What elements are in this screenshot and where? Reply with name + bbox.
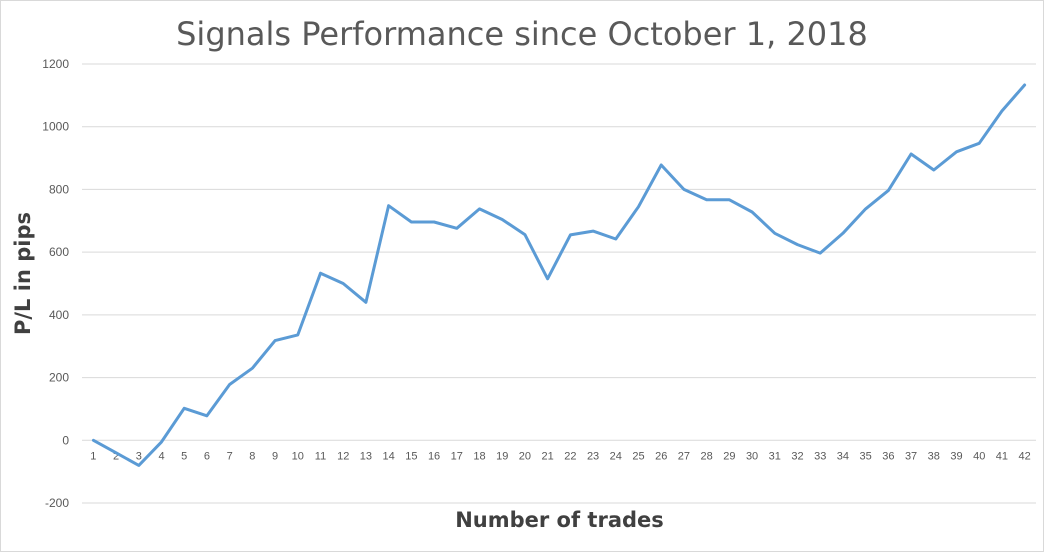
x-tick-label: 16 [428,450,440,462]
x-tick-label: 38 [928,450,940,462]
x-tick-label: 24 [610,450,622,462]
x-tick-label: 35 [860,450,872,462]
x-tick-label: 37 [905,450,917,462]
x-tick-label: 6 [204,450,210,462]
x-tick-label: 39 [950,450,962,462]
x-tick-label: 14 [383,450,395,462]
x-tick-label: 42 [1019,450,1031,462]
x-tick-label: 10 [292,450,304,462]
x-tick-label: 29 [723,450,735,462]
y-tick-label: 1000 [42,120,69,134]
x-tick-label: 15 [405,450,417,462]
x-tick-label: 2 [113,450,119,462]
x-tick-label: 20 [519,450,531,462]
x-tick-label: 11 [315,450,326,462]
x-tick-label: 36 [882,450,894,462]
x-tick-label: 30 [746,450,758,462]
x-tick-label: 21 [542,450,554,462]
x-tick-label: 25 [632,450,644,462]
x-tick-label: 22 [564,450,576,462]
x-tick-label: 34 [837,450,849,462]
y-tick-label: 400 [49,308,69,322]
series-line [91,83,1027,467]
x-tick-label: 26 [655,450,667,462]
x-tick-label: 23 [587,450,599,462]
y-tick-label: 1200 [42,57,69,71]
x-tick-label: 13 [360,450,372,462]
x-tick-label: 8 [249,450,255,462]
y-tick-label: -200 [45,496,69,510]
x-tick-label: 18 [473,450,485,462]
x-tick-label: 31 [769,450,781,462]
x-tick-label: 32 [791,450,803,462]
x-tick-label: 19 [496,450,508,462]
x-tick-label: 12 [337,450,349,462]
x-tick-label: 28 [701,450,713,462]
x-tick-label: 7 [227,450,233,462]
x-tick-label: 4 [158,450,164,462]
x-tick-label: 33 [814,450,826,462]
y-tick-label: 800 [49,182,69,196]
y-tick-label: 600 [49,245,69,259]
x-tick-label: 27 [678,450,690,462]
x-tick-label: 3 [136,450,142,462]
y-tick-label: 200 [49,371,69,385]
chart-title: Signals Performance since October 1, 201… [176,15,868,53]
x-axis-title: Number of trades [455,508,664,532]
x-tick-label: 41 [996,450,1008,462]
y-tick-label: 0 [62,433,69,447]
x-tick-label: 1 [90,450,96,462]
x-tick-label: 40 [973,450,985,462]
x-tick-label: 5 [181,450,187,462]
x-tick-label: 17 [451,450,463,462]
x-tick-label: 9 [272,450,278,462]
